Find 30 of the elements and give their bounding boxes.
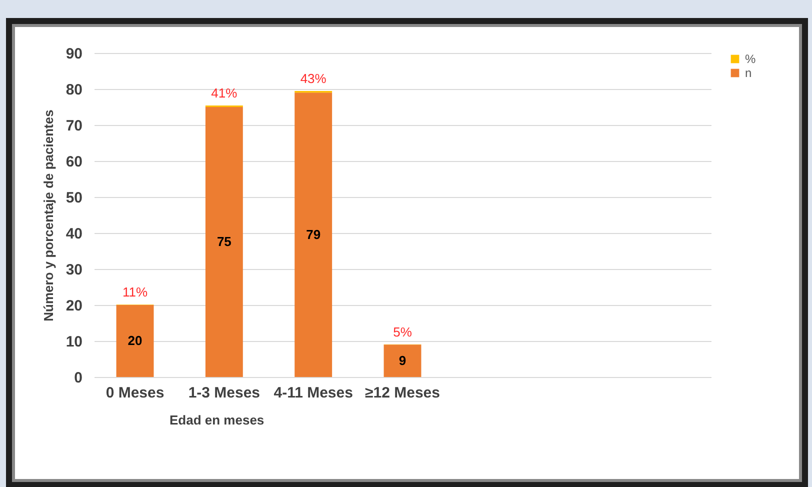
y-tick-label: 10 (66, 334, 82, 350)
x-axis-title: Edad en meses (170, 412, 264, 428)
y-tick-label: 0 (74, 370, 82, 386)
bar (116, 305, 154, 377)
x-tick-label: 1-3 Meses (188, 384, 260, 402)
x-tick-label: 4-11 Meses (274, 384, 353, 402)
y-tick-label: 70 (66, 118, 82, 134)
data-label: 11% (122, 284, 148, 300)
data-label: 41% (211, 86, 238, 101)
x-tick-label: 0 Meses (106, 384, 164, 402)
data-label: 9 (398, 352, 406, 368)
bar (384, 344, 422, 377)
y-axis-title: Número y porcentaje de pacientes (40, 110, 56, 322)
legend-label: % (745, 52, 756, 66)
y-tick-label: 30 (66, 262, 82, 278)
data-label: 20 (128, 333, 142, 348)
x-tick-label: ≥12 Meses (365, 384, 440, 402)
y-tick-label: 60 (66, 154, 82, 170)
bar (294, 92, 332, 377)
legend-label: n (745, 66, 752, 80)
data-label: 5% (393, 324, 412, 340)
data-label: 43% (300, 71, 327, 86)
data-label: 79 (306, 226, 321, 242)
y-tick-label: 40 (66, 226, 82, 242)
y-tick-label: 80 (66, 82, 82, 98)
bar (205, 107, 243, 377)
y-tick-label: 90 (66, 46, 82, 62)
data-label: 75 (216, 234, 232, 249)
y-tick-label: 20 (66, 298, 82, 314)
y-tick-label: 50 (66, 190, 82, 206)
